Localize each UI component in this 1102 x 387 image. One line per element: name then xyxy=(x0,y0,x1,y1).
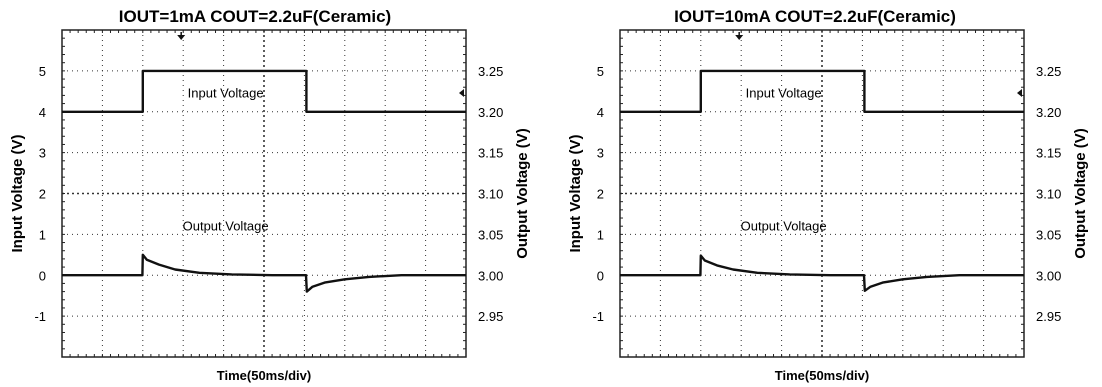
level-marker-icon xyxy=(1017,88,1022,97)
y-right-tick-label: 3.10 xyxy=(478,187,503,202)
series-line-output-voltage xyxy=(62,253,466,293)
y-left-tick-label: 1 xyxy=(597,227,604,242)
chart-title: IOUT=10mA COUT=2.2uF(Ceramic) xyxy=(674,7,956,26)
series-line-input-voltage xyxy=(62,69,466,113)
y-left-tick-label: 5 xyxy=(39,64,46,79)
y-right-tick-label: 3.20 xyxy=(478,105,503,120)
y-left-tick-label: 4 xyxy=(39,105,46,120)
y-axis-label-left: Input Voltage (V) xyxy=(567,134,584,252)
x-axis-label: Time(50ms/div) xyxy=(217,368,311,383)
y-right-tick-label: 3.25 xyxy=(1036,64,1061,79)
y-left-tick-label: -1 xyxy=(592,309,604,324)
y-axis-label-left: Input Voltage (V) xyxy=(9,134,26,252)
y-axis-label-right: Output Voltage (V) xyxy=(514,128,531,259)
chart-panel-1: IOUT=1mA COUT=2.2uF(Ceramic) 5 4 3 2 1 0 -1 3.25… xyxy=(9,7,531,383)
annotation-output-voltage: Output Voltage xyxy=(741,218,827,233)
annotation-input-voltage: Input Voltage xyxy=(746,85,822,100)
frame-ticks xyxy=(619,29,1025,358)
chart-panel-2: IOUT=10mA COUT=2.2uF(Ceramic) 5 4 3 2 1 0 -1 3.2… xyxy=(567,7,1089,383)
y-left-tick-label: 1 xyxy=(39,227,46,242)
y-right-tick-label: 3.15 xyxy=(1036,146,1061,161)
y-right-tick-label: 3.05 xyxy=(478,227,503,242)
annotation-input-voltage: Input Voltage xyxy=(188,85,264,100)
y-right-tick-label: 3.15 xyxy=(478,146,503,161)
y-right-tick-label: 3.00 xyxy=(478,268,503,283)
y-left-tick-label: 5 xyxy=(597,64,604,79)
x-axis-label: Time(50ms/div) xyxy=(775,368,869,383)
y-left-tick-label: 3 xyxy=(39,146,46,161)
chart-title: IOUT=1mA COUT=2.2uF(Ceramic) xyxy=(119,7,391,26)
y-left-tick-label: -1 xyxy=(34,309,46,324)
y-right-tick-label: 3.00 xyxy=(1036,268,1061,283)
series-line-output-voltage xyxy=(620,254,1024,292)
y-left-tick-label: 3 xyxy=(597,146,604,161)
y-right-tick-label: 3.25 xyxy=(478,64,503,79)
series-line-input-voltage xyxy=(620,69,1024,113)
level-marker-icon xyxy=(459,88,464,97)
y-left-tick-label: 0 xyxy=(39,268,46,283)
y-left-tick-label: 4 xyxy=(597,105,604,120)
annotation-output-voltage: Output Voltage xyxy=(183,218,269,233)
y-axis-label-right: Output Voltage (V) xyxy=(1072,128,1089,259)
y-left-tick-label: 2 xyxy=(597,187,604,202)
y-left-tick-label: 2 xyxy=(39,187,46,202)
y-right-tick-label: 2.95 xyxy=(1036,309,1061,324)
frame-ticks xyxy=(61,29,467,358)
y-right-tick-label: 3.10 xyxy=(1036,187,1061,202)
y-right-tick-label: 2.95 xyxy=(478,309,503,324)
y-right-tick-label: 3.05 xyxy=(1036,227,1061,242)
y-right-tick-label: 3.20 xyxy=(1036,105,1061,120)
y-left-tick-label: 0 xyxy=(597,268,604,283)
trigger-marker-icon xyxy=(177,35,186,40)
trigger-marker-icon xyxy=(735,35,744,40)
